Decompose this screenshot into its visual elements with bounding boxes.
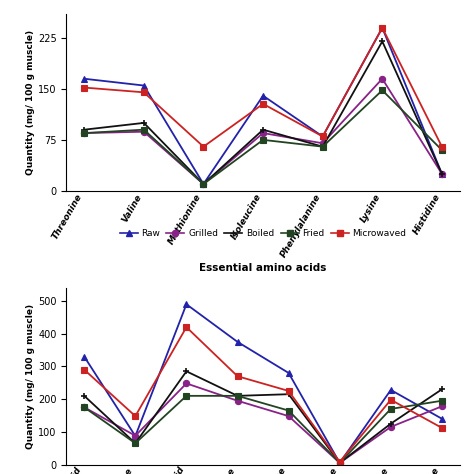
Y-axis label: Quantity (mg/ 100 g muscle): Quantity (mg/ 100 g muscle) (26, 30, 35, 175)
X-axis label: Essential amino acids: Essential amino acids (200, 263, 327, 273)
Y-axis label: Quantity (mg/ 100 g muscle): Quantity (mg/ 100 g muscle) (27, 304, 36, 449)
Legend: Raw, Grilled, Boiled, Fried, Microwaved: Raw, Grilled, Boiled, Fried, Microwaved (116, 225, 410, 242)
